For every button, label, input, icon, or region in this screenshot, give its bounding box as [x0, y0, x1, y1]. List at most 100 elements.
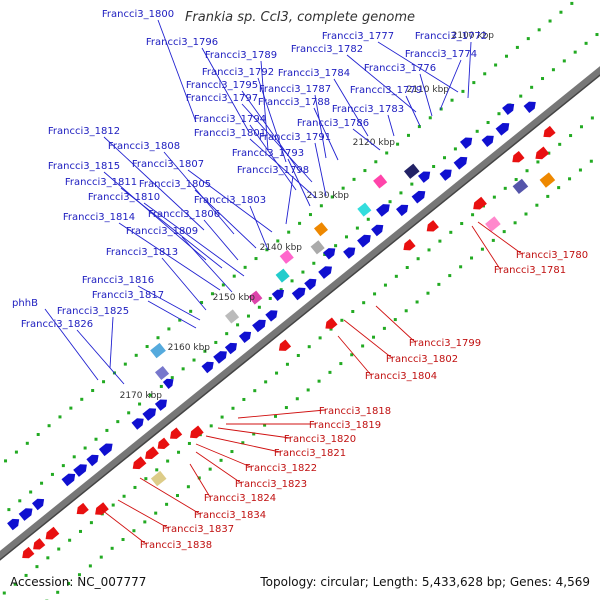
guide-dot	[329, 327, 333, 331]
feature-block	[248, 290, 263, 305]
feature-block	[155, 366, 170, 380]
guide-dot	[102, 380, 106, 384]
guide-dot	[69, 406, 73, 410]
forward-gene-label: Francci3_1793	[232, 148, 304, 159]
forward-gene-label: Francci3_1786	[297, 118, 369, 129]
forward-gene-label: Francci3_1798	[237, 165, 309, 176]
guide-dot	[459, 265, 463, 269]
guide-dot	[296, 353, 300, 357]
reverse-leader-line	[217, 427, 291, 439]
reverse-gene-label: Francci3_1781	[494, 265, 566, 276]
guide-dot	[197, 476, 201, 480]
guide-dot	[388, 200, 392, 204]
feature-block	[150, 342, 166, 359]
guide-dot	[2, 591, 6, 595]
guide-dot	[541, 77, 545, 81]
guide-dot	[557, 186, 561, 190]
tick-label: 2110 kbp	[407, 85, 450, 95]
forward-leader-line	[109, 316, 114, 369]
guide-dot	[361, 344, 365, 348]
forward-gene-arrow	[162, 378, 174, 389]
guide-dot	[546, 194, 550, 198]
guide-dot	[362, 301, 366, 305]
reverse-leader-line	[237, 409, 326, 419]
guide-dot	[200, 301, 204, 305]
forward-gene-label: Francci3_1816	[82, 275, 154, 286]
forward-gene-label: Francci3_1812	[48, 126, 120, 137]
guide-dot	[492, 195, 496, 199]
guide-dot	[144, 477, 148, 481]
guide-dot	[203, 349, 207, 353]
guide-dot	[584, 41, 588, 45]
guide-dot	[366, 217, 370, 221]
forward-leader-line	[467, 41, 472, 99]
reverse-gene-label: Francci3_1822	[245, 463, 317, 474]
guide-dot	[29, 490, 33, 494]
guide-dot	[177, 450, 181, 454]
forward-gene-arrow	[7, 518, 20, 531]
guide-dot	[145, 345, 149, 349]
guide-dot	[268, 296, 272, 300]
forward-gene-label: Francci3_1782	[291, 44, 363, 55]
guide-dot	[88, 564, 92, 568]
forward-gene-arrow	[252, 319, 266, 333]
guide-dot	[405, 266, 409, 270]
guide-dot	[122, 494, 126, 498]
guide-dot	[138, 402, 142, 406]
reverse-gene-label: Francci3_1780	[516, 250, 588, 261]
guide-dot	[83, 446, 87, 450]
guide-dot	[72, 455, 76, 459]
feature-block	[279, 249, 294, 264]
forward-gene-arrow	[371, 224, 384, 237]
guide-dot	[58, 415, 62, 419]
guide-dot	[308, 213, 312, 217]
forward-gene-arrow	[318, 266, 332, 279]
forward-gene-label: Francci3_1810	[88, 192, 160, 203]
genome-stats-text: Topology: circular; Length: 5,433,628 bp…	[260, 575, 590, 589]
reverse-leader-line	[139, 477, 201, 515]
forward-gene-label: Francci3_1779	[350, 85, 422, 96]
guide-dot	[461, 89, 465, 93]
guide-dot	[483, 72, 487, 76]
guide-dot	[276, 239, 280, 243]
guide-dot	[373, 292, 377, 296]
guide-dot	[116, 420, 120, 424]
guide-dot	[472, 81, 476, 85]
reverse-gene-arrow	[426, 220, 439, 232]
guide-dot	[68, 538, 72, 542]
forward-leader-line	[287, 158, 311, 207]
guide-dot	[132, 529, 136, 533]
forward-gene-arrow	[523, 101, 536, 113]
guide-dot	[105, 428, 109, 432]
reverse-gene-arrow	[190, 425, 204, 439]
guide-dot	[290, 279, 294, 283]
guide-dot	[443, 156, 447, 160]
guide-dot	[428, 116, 432, 120]
forward-gene-label: Francci3_1795	[186, 80, 258, 91]
tick-label: 2100 kbp	[452, 31, 495, 41]
guide-dot	[253, 389, 257, 393]
guide-dot	[595, 33, 599, 37]
guide-dot	[525, 169, 529, 173]
guide-dot	[573, 50, 577, 54]
reverse-gene-arrow	[76, 502, 89, 515]
tick-label: 2130 kbp	[307, 191, 350, 201]
feature-block	[150, 470, 167, 487]
forward-gene-label: Francci3_1803	[194, 195, 266, 206]
forward-gene-arrow	[18, 508, 33, 521]
feature-block	[485, 216, 501, 232]
guide-dot	[330, 195, 334, 199]
forward-gene-label: Francci3_1800	[102, 9, 174, 20]
forward-gene-arrow	[224, 342, 237, 355]
reverse-gene-arrow	[95, 502, 109, 515]
reverse-leader-line	[337, 335, 372, 376]
forward-gene-label: Francci3_1788	[258, 97, 330, 108]
guide-dot	[175, 494, 179, 498]
forward-leader-line	[419, 73, 433, 117]
guide-dot	[121, 538, 125, 542]
guide-dot	[504, 54, 508, 58]
forward-gene-arrow	[495, 123, 510, 136]
forward-gene-arrow	[213, 351, 227, 364]
forward-gene-label: Francci3_1776	[364, 63, 436, 74]
